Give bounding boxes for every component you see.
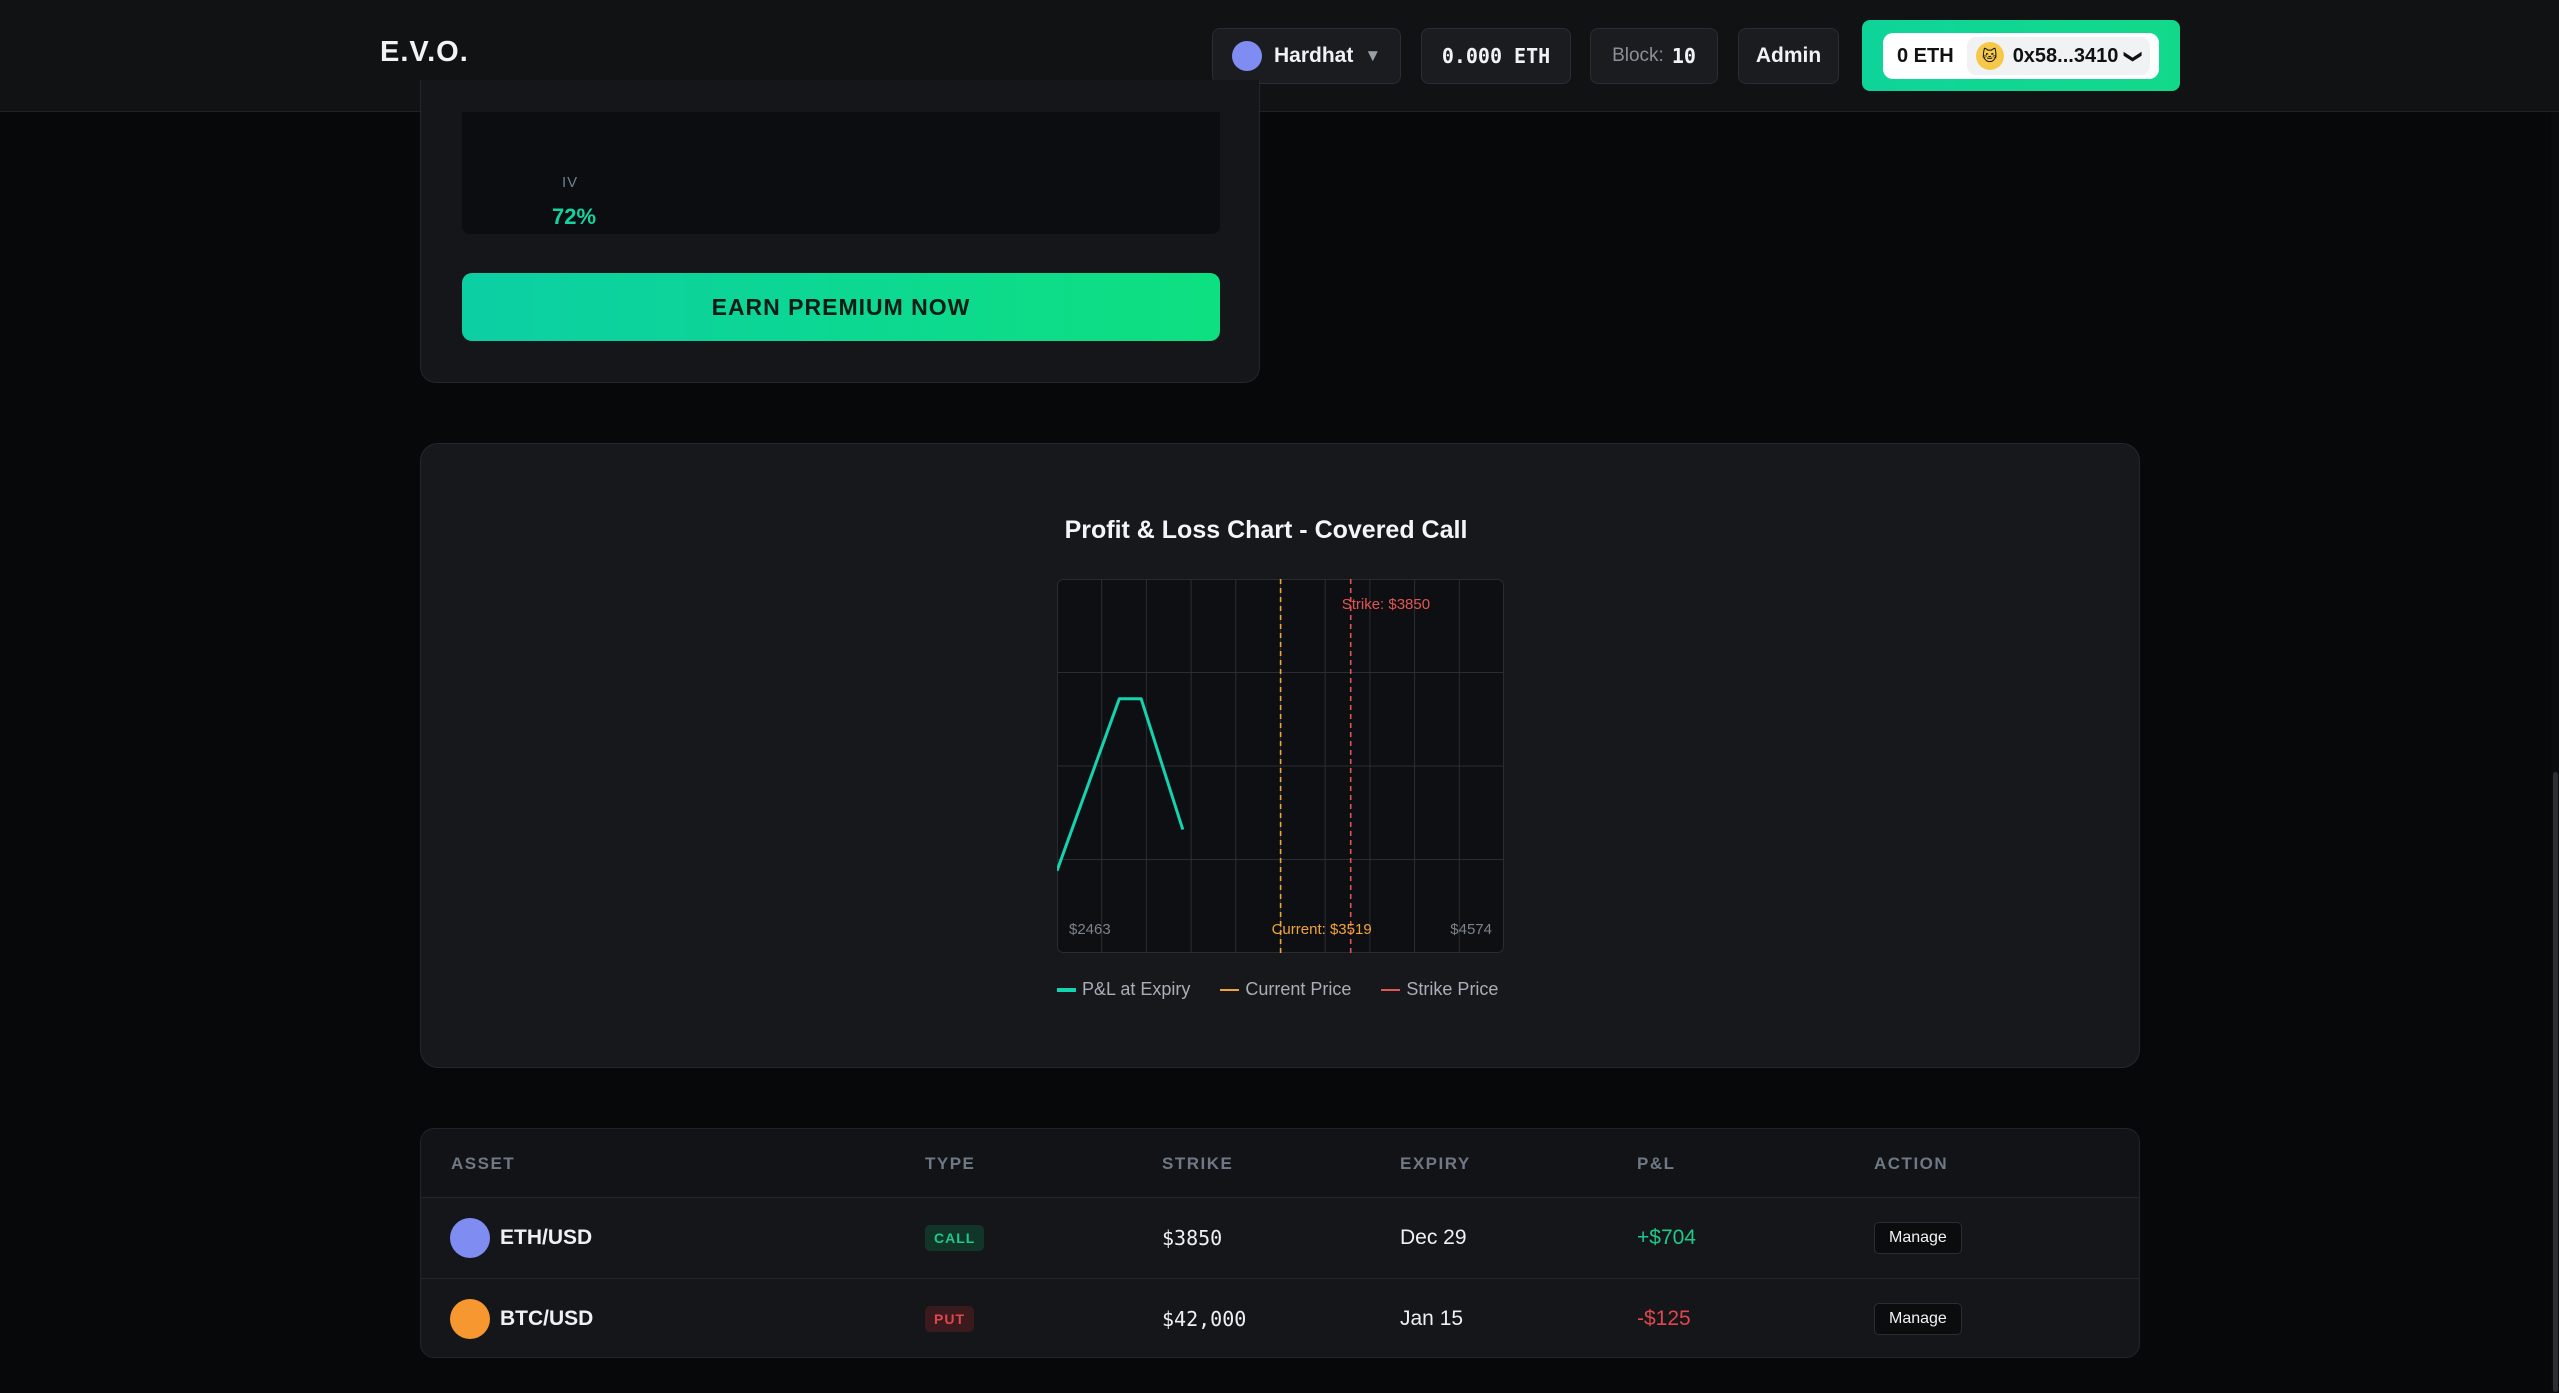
- network-label: Hardhat: [1274, 44, 1354, 67]
- strike-cell: $42,000: [1162, 1307, 1247, 1331]
- wallet-button[interactable]: 0 ETH 🐱 0x58...3410 ❯: [1883, 33, 2159, 79]
- asset-cell: ETH/USD: [450, 1198, 592, 1278]
- col-action: ACTION: [1874, 1154, 1949, 1173]
- eth-balance: 0.000 ETH: [1421, 28, 1571, 84]
- btc-icon: [450, 1299, 490, 1339]
- legend-item-current: Current Price: [1220, 979, 1351, 1000]
- chart-title: Profit & Loss Chart - Covered Call: [1064, 516, 1468, 544]
- scrollbar-track[interactable]: [2551, 112, 2559, 1393]
- table-row: BTC/USD PUT $42,000 Jan 15 -$125 Manage: [421, 1278, 2139, 1357]
- scrollbar-thumb[interactable]: [2553, 772, 2558, 1392]
- x-tick-label-min: $2463: [1069, 921, 1111, 938]
- earn-premium-button[interactable]: EARN PREMIUM NOW: [462, 273, 1220, 341]
- legend-swatch: [1381, 988, 1401, 991]
- iv-value: 72%: [552, 204, 597, 229]
- wallet-eth-balance: 0 ETH: [1897, 44, 1954, 67]
- legend-item-pnl: P&L at Expiry: [1057, 979, 1190, 1000]
- legend-label: P&L at Expiry: [1082, 979, 1191, 999]
- pnl-chart-card: Profit & Loss Chart - Covered Call Strik…: [420, 443, 2140, 1068]
- wallet-address-chip[interactable]: 🐱 0x58...3410 ❯: [1966, 37, 2151, 75]
- table-header: ASSET TYPE STRIKE EXPIRY P&L ACTION: [421, 1129, 2139, 1197]
- action-cell: Manage: [1874, 1198, 1962, 1278]
- chart-legend: P&L at Expiry Current Price Strike Price: [1057, 979, 1528, 1000]
- pnl-chart: Strike: $3850 Current: $3519 $2463 $4574: [1057, 579, 1504, 953]
- type-badge: PUT: [925, 1306, 974, 1332]
- legend-swatch: [1220, 988, 1240, 991]
- x-tick-label-max: $4574: [1450, 921, 1492, 938]
- type-cell: CALL: [925, 1198, 985, 1278]
- app-logo[interactable]: E.V.O.: [380, 36, 469, 68]
- legend-item-strike: Strike Price: [1381, 979, 1498, 1000]
- network-icon: [1232, 41, 1262, 71]
- type-cell: PUT: [925, 1279, 974, 1357]
- option-details-card: IV 72% EARN PREMIUM NOW: [420, 80, 1260, 383]
- block-label: Block:: [1612, 45, 1664, 66]
- network-selector[interactable]: Hardhat ▼: [1212, 28, 1401, 84]
- caret-down-icon: ▼: [1364, 46, 1382, 65]
- iv-label: IV: [562, 174, 579, 191]
- legend-label: Strike Price: [1406, 979, 1499, 999]
- col-asset: ASSET: [451, 1154, 516, 1173]
- manage-button[interactable]: Manage: [1874, 1303, 1962, 1335]
- col-strike: STRIKE: [1162, 1154, 1234, 1173]
- block-value: 10: [1671, 44, 1696, 68]
- table-row: ETH/USD CALL $3850 Dec 29 +$704 Manage: [421, 1197, 2139, 1277]
- eth-icon: [450, 1218, 490, 1258]
- current-label: Current: $3519: [1272, 921, 1372, 938]
- admin-button[interactable]: Admin: [1738, 28, 1839, 84]
- expiry-cell: Dec 29: [1400, 1226, 1467, 1249]
- col-pnl: P&L: [1637, 1154, 1676, 1173]
- strike-label: Strike: $3850: [1342, 596, 1430, 613]
- col-expiry: EXPIRY: [1400, 1154, 1471, 1173]
- block-number: Block: 10: [1590, 28, 1718, 84]
- asset-name: BTC/USD: [500, 1307, 594, 1330]
- asset-name: ETH/USD: [500, 1226, 593, 1249]
- expiry-cell: Jan 15: [1400, 1307, 1464, 1330]
- pnl-series-line: [1057, 697, 1185, 872]
- type-badge: CALL: [925, 1225, 985, 1251]
- pnl-cell: -$125: [1637, 1307, 1691, 1330]
- col-type: TYPE: [925, 1154, 976, 1173]
- pnl-cell: +$704: [1637, 1226, 1696, 1249]
- action-cell: Manage: [1874, 1279, 1962, 1357]
- strike-cell: $3850: [1162, 1226, 1223, 1250]
- option-stats-box: IV 72%: [462, 112, 1220, 234]
- chevron-down-icon: ❯: [2124, 48, 2145, 64]
- avatar: 🐱: [1975, 42, 2004, 70]
- asset-cell: BTC/USD: [450, 1279, 594, 1357]
- legend-swatch: [1057, 987, 1076, 992]
- manage-button[interactable]: Manage: [1874, 1222, 1962, 1254]
- wallet-address: 0x58...3410: [2012, 44, 2119, 67]
- top-navbar: E.V.O. Hardhat ▼ 0.000 ETH Block: 10 Adm…: [0, 0, 2559, 112]
- legend-label: Current Price: [1245, 979, 1352, 999]
- positions-table: ASSET TYPE STRIKE EXPIRY P&L ACTION ETH/…: [420, 1128, 2140, 1358]
- wallet-connect[interactable]: 0 ETH 🐱 0x58...3410 ❯: [1862, 20, 2180, 91]
